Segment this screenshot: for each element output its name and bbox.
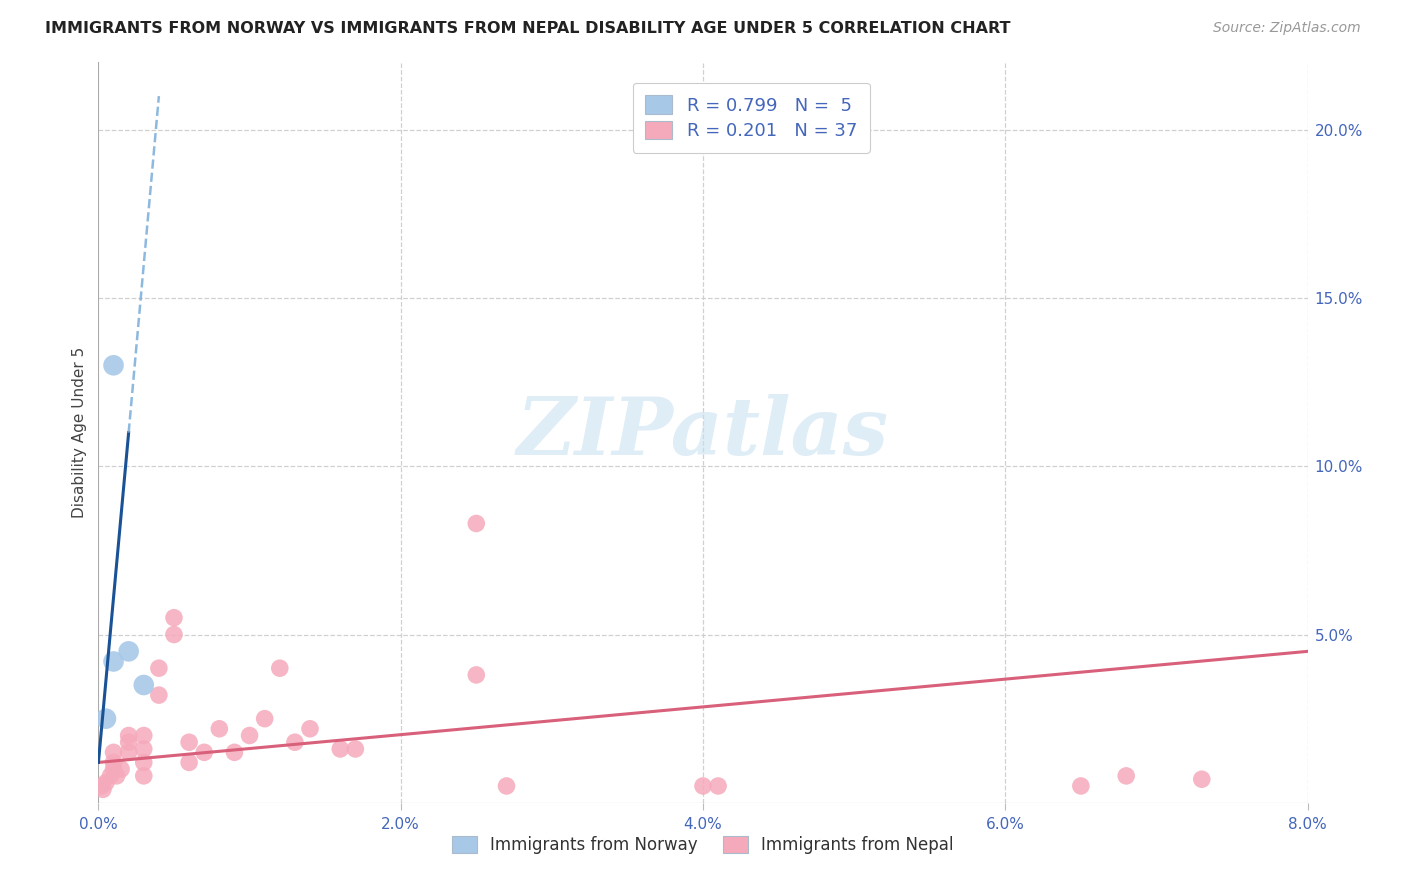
Point [692,779,714,793]
Point [299,722,322,736]
Point [103,655,125,669]
Point [103,756,125,770]
Point [148,661,170,675]
Point [103,762,125,776]
Point [224,745,246,759]
Point [110,762,132,776]
Point [103,745,125,759]
Point [344,742,367,756]
Point [94,712,117,726]
Point [253,712,276,726]
Point [269,661,291,675]
Point [465,668,488,682]
Point [132,742,155,756]
Point [163,627,186,641]
Point [1115,769,1137,783]
Point [132,769,155,783]
Point [208,722,231,736]
Point [1191,772,1213,787]
Point [1070,779,1092,793]
Point [103,359,125,373]
Point [707,779,730,793]
Point [329,742,352,756]
Point [148,688,170,702]
Point [284,735,307,749]
Point [495,779,517,793]
Legend: Immigrants from Norway, Immigrants from Nepal: Immigrants from Norway, Immigrants from … [446,830,960,861]
Point [163,610,186,624]
Point [239,729,262,743]
Point [132,756,155,770]
Point [118,745,141,759]
Point [90,779,112,793]
Point [94,775,117,789]
Point [118,735,141,749]
Point [118,644,141,658]
Point [193,745,215,759]
Point [100,769,122,783]
Point [132,678,155,692]
Point [465,516,488,531]
Text: IMMIGRANTS FROM NORWAY VS IMMIGRANTS FROM NEPAL DISABILITY AGE UNDER 5 CORRELATI: IMMIGRANTS FROM NORWAY VS IMMIGRANTS FRO… [45,21,1011,37]
Point [105,769,128,783]
Text: ZIPatlas: ZIPatlas [517,394,889,471]
Point [179,756,201,770]
Point [132,729,155,743]
Y-axis label: Disability Age Under 5: Disability Age Under 5 [72,347,87,518]
Text: Source: ZipAtlas.com: Source: ZipAtlas.com [1213,21,1361,36]
Point [118,729,141,743]
Point [179,735,201,749]
Point [91,782,114,797]
